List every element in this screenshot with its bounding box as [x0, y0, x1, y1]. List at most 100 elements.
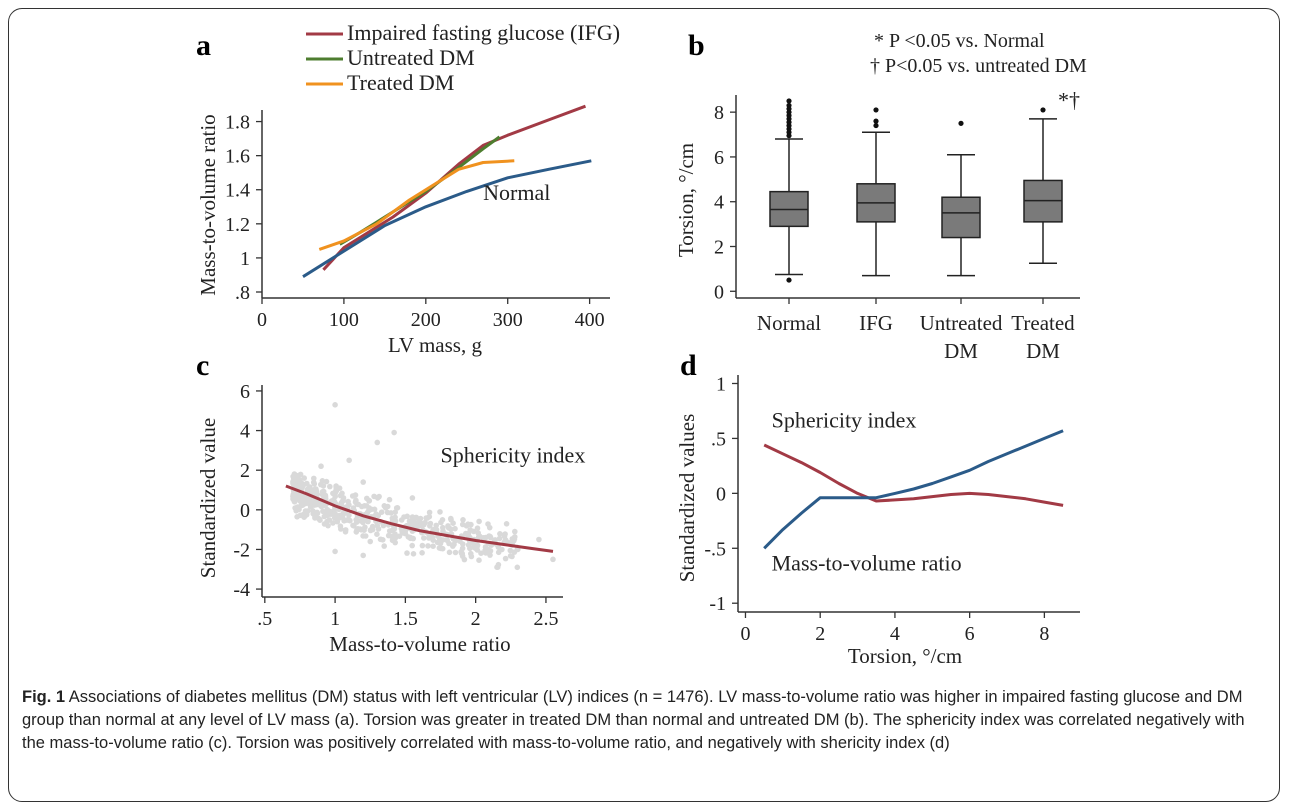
panel-letter-a: a: [196, 29, 211, 62]
panel-a-x-tick-label: 0: [257, 309, 267, 331]
panel-c-fit-line: [285, 484, 554, 553]
panel-c-y-tick-label: -2: [233, 539, 250, 561]
panel-c-scatter-point: [353, 516, 359, 523]
panel-a-y-tick-label: 1: [240, 248, 250, 270]
panel-c-x-tick-label: 2: [471, 608, 481, 630]
panel-a-y-axis-label: Mass-to-volume ratio: [196, 114, 220, 295]
panel-c-y-tick-label: -4: [233, 579, 250, 601]
panel-c-scatter-point: [419, 550, 425, 556]
panel-c-scatter-point: [468, 550, 474, 557]
panel-c-x-tick-label: 1: [330, 608, 340, 630]
panel-c-scatter-point: [367, 538, 374, 545]
panel-c-scatter-point: [301, 514, 307, 520]
panel-c-scatter-point: [460, 517, 466, 523]
panel-c-scatter-point: [476, 557, 482, 563]
panel-c-scatter-point: [347, 517, 353, 524]
panel-c-scatter-point: [444, 537, 450, 543]
panel-a-legend-label-1: Untreated DM: [347, 45, 475, 70]
panel-d-x-tick-label: 0: [740, 623, 750, 645]
panel-a-y-tick-label: .8: [235, 282, 250, 304]
panel-c-scatter-point: [416, 517, 423, 523]
panel-c-scatter-point: [313, 488, 320, 494]
panel-c-scatter-point: [374, 531, 380, 537]
panel-c-scatter-point: [407, 534, 414, 541]
panel-b-outlier-point: [958, 120, 964, 126]
panel-c-scatter-point: [440, 524, 446, 531]
panel-c-scatter-point: [366, 497, 373, 504]
panel-c-scatter-point: [374, 439, 381, 446]
panel-c-scatter-point: [394, 505, 401, 511]
panel-c-scatter-point: [507, 553, 514, 559]
panel-c-scatter-point: [342, 529, 349, 535]
figure-charts: a Mass-to-volume ratio LV mass, g 0 100 20…: [196, 20, 1087, 668]
panel-c-scatter-point: [486, 533, 492, 539]
panel-c-y-tick-label: 0: [240, 500, 250, 522]
panel-d-y-tick-label: 1: [716, 373, 726, 395]
panel-b-note-1: * P <0.05 vs. Normal: [874, 30, 1045, 52]
panel-c-scatter-point: [502, 531, 508, 537]
panel-c-scatter-point: [430, 537, 437, 543]
panel-c-scatter-point: [331, 515, 338, 521]
panel-c-scatter-point: [425, 543, 431, 549]
panel-c-scatter-point: [337, 492, 344, 499]
panel-a-series-line-2: [318, 159, 515, 251]
panel-c-chart: Standardized value Mass-to-volume ratio …: [196, 381, 585, 656]
panel-c-scatter-point: [378, 509, 385, 515]
panel-c-scatter-point: [337, 523, 344, 529]
panel-c-scatter-point: [487, 548, 494, 554]
panel-c-annotation-sphericity: Sphericity index: [441, 442, 586, 467]
panel-a-y-tick-label: 1.6: [225, 146, 250, 168]
panel-c-scatter-point: [426, 535, 432, 541]
panel-d-x-axis-label: Torsion, °/cm: [848, 644, 962, 668]
panel-c-scatter-point: [310, 479, 317, 486]
figure-caption: Fig. 1 Associations of diabetes mellitus…: [22, 686, 1262, 755]
panel-c-scatter-point: [301, 475, 308, 481]
panel-c-scatter-point: [419, 542, 426, 549]
panel-a-x-axis-label: LV mass, g: [388, 333, 482, 357]
panel-c-scatter-point: [291, 492, 298, 499]
panel-b-outlier-point: [786, 277, 792, 283]
panel-c-scatter-point: [492, 537, 499, 543]
panel-c-scatter-point: [361, 517, 367, 523]
panel-c-scatter-point: [409, 542, 416, 549]
panel-b-outlier-point: [873, 118, 879, 124]
panel-d-x-tick-label: 4: [890, 623, 900, 645]
panel-c-scatter-point: [486, 524, 493, 531]
panel-a-x-tick-label: 100: [329, 309, 359, 331]
panel-c-scatter-point: [332, 402, 338, 408]
panel-c-scatter-point: [460, 541, 466, 547]
panel-c-scatter-point: [452, 549, 459, 556]
panel-a-legend-label-2: Treated DM: [347, 70, 454, 95]
panel-b-category-label: Normal: [757, 311, 821, 335]
panel-c-scatter-point: [424, 515, 431, 521]
panel-d-series-line-1: [763, 429, 1064, 550]
panel-b-y-tick-label: 0: [714, 281, 724, 303]
panel-a-legend-label-0: Impaired fasting glucose (IFG): [347, 20, 620, 45]
panel-c-scatter-point: [366, 507, 372, 514]
panel-c-scatter-point: [509, 536, 516, 542]
panel-c-scatter-point: [438, 519, 444, 526]
panel-a-x-tick-label: 200: [411, 309, 441, 331]
panel-b-outlier-point: [873, 107, 879, 113]
panel-c-scatter-point: [386, 496, 393, 503]
panel-c-scatter-point: [550, 556, 556, 563]
panel-c-scatter-point: [291, 476, 297, 482]
panel-c-y-tick-label: 4: [240, 421, 250, 443]
panel-c-scatter-point: [355, 526, 361, 532]
panel-a-series-line-3: [302, 159, 592, 278]
panel-c-scatter-point: [312, 515, 318, 521]
panel-c-scatter-point: [339, 498, 346, 505]
panel-c-scatter-point: [402, 530, 409, 537]
panel-c-scatter-point: [319, 478, 326, 484]
panel-a-x-tick-label: 400: [575, 309, 605, 331]
panel-b-outlier-point: [873, 122, 879, 129]
panel-c-scatter-point: [421, 535, 427, 541]
caption-figure-label: Fig. 1: [22, 688, 66, 706]
panel-b-y-tick-label: 8: [714, 102, 724, 124]
panel-c-scatter-point: [350, 505, 357, 511]
panel-d-x-tick-label: 2: [815, 623, 825, 645]
panel-c-x-tick-label: 2.5: [533, 608, 558, 630]
panel-d-y-tick-label: 0: [716, 483, 726, 505]
panel-c-scatter-point: [320, 483, 327, 489]
panel-c-y-tick-label: 2: [240, 460, 250, 482]
